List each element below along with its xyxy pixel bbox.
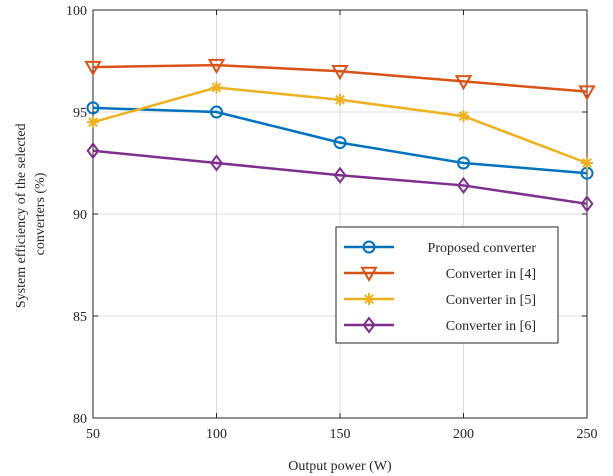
data-point-diamond xyxy=(362,316,376,334)
data-point-triangle xyxy=(360,266,378,283)
data-point-triangle xyxy=(578,85,596,101)
y-axis-label: System efficiency of the selected conver… xyxy=(14,120,48,308)
asterisk-stroke xyxy=(364,294,374,304)
asterisk-stroke xyxy=(458,111,469,121)
series-1 xyxy=(86,101,594,180)
data-point-triangle xyxy=(207,58,226,75)
asterisk-stroke xyxy=(211,82,222,93)
data-point-diamond xyxy=(457,176,470,195)
y-axis-label-line-2: converters (%) xyxy=(33,172,48,255)
data-point-asterisk xyxy=(457,110,470,123)
data-point-diamond xyxy=(580,195,594,213)
data-point-circle xyxy=(210,105,223,119)
data-point-circle xyxy=(333,136,347,150)
x-tick-label: 200 xyxy=(453,427,474,442)
y-axis-label-line-1: System efficiency of the selected xyxy=(14,123,29,308)
legend: Proposed converter Converter in [4] Conver… xyxy=(335,226,559,344)
legend-label: Converter in [5] xyxy=(446,293,536,308)
legend-label: Converter in [6] xyxy=(446,319,536,334)
data-point-diamond xyxy=(210,154,223,172)
data-point-asterisk xyxy=(581,157,593,169)
data-point-circle xyxy=(86,101,100,115)
asterisk-stroke xyxy=(582,158,592,168)
series-line xyxy=(92,106,588,175)
data-point-asterisk xyxy=(363,293,375,305)
data-point-diamond xyxy=(86,142,100,160)
axis-ticks: 50 100 150 200 250 80 85 90 95 100 xyxy=(66,4,598,442)
x-axis-label: Output power (W) xyxy=(288,459,392,474)
legend-label: Proposed converter xyxy=(428,241,537,256)
legend-item: Proposed converter xyxy=(344,240,537,256)
data-point-triangle xyxy=(331,64,349,81)
y-tick-label: 90 xyxy=(73,208,87,223)
series-line xyxy=(92,63,588,93)
asterisk-stroke xyxy=(88,117,98,128)
x-tick-label: 150 xyxy=(330,427,351,442)
legend-label: Converter in [4] xyxy=(446,267,536,282)
x-tick-label: 50 xyxy=(86,427,100,442)
y-tick-label: 100 xyxy=(66,4,87,19)
series-group xyxy=(84,58,596,213)
y-tick-label: 95 xyxy=(73,106,87,121)
legend-item: Converter in [4] xyxy=(344,266,536,283)
y-tick-label: 85 xyxy=(73,310,87,325)
x-tick-label: 100 xyxy=(206,427,227,442)
y-tick-label: 80 xyxy=(73,412,87,427)
series-4 xyxy=(86,142,594,213)
x-tick-label: 250 xyxy=(577,427,598,442)
data-point-circle xyxy=(362,240,376,254)
data-point-triangle xyxy=(84,60,102,77)
data-point-triangle xyxy=(454,75,473,91)
legend-item: Converter in [5] xyxy=(344,293,536,308)
series-line xyxy=(92,149,588,206)
series-2 xyxy=(84,58,596,101)
data-point-diamond xyxy=(333,166,347,184)
series-3 xyxy=(87,81,593,169)
legend-item: Converter in [6] xyxy=(344,316,536,334)
data-point-circle xyxy=(457,156,470,170)
data-point-asterisk xyxy=(210,81,223,94)
asterisk-stroke xyxy=(335,94,345,105)
data-point-asterisk xyxy=(87,116,99,129)
data-point-asterisk xyxy=(334,93,346,106)
